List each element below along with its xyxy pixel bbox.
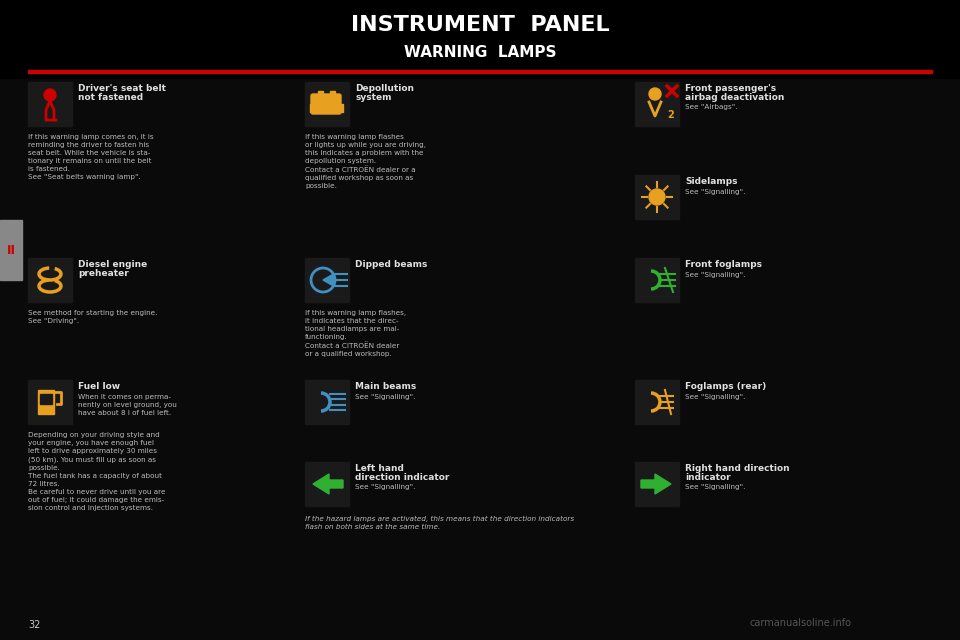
Text: preheater: preheater (78, 269, 129, 278)
Text: Sidelamps: Sidelamps (685, 177, 737, 186)
Bar (305, 380, 349, 424)
Circle shape (649, 88, 661, 100)
Text: If this warning lamp flashes,
it indicates that the direc-
tional headlamps are : If this warning lamp flashes, it indicat… (305, 310, 406, 357)
Bar (635, 380, 679, 424)
Text: Depending on your driving style and
your engine, you have enough fuel
left to dr: Depending on your driving style and your… (28, 432, 165, 511)
Polygon shape (641, 474, 671, 494)
Bar (318, 91, 323, 98)
Text: See "Signalling".: See "Signalling". (685, 272, 745, 278)
Bar (38, 390, 54, 414)
Bar (305, 462, 349, 506)
Circle shape (649, 189, 665, 205)
Text: INSTRUMENT  PANEL: INSTRUMENT PANEL (350, 15, 610, 35)
Text: See "Airbags".: See "Airbags". (685, 104, 737, 110)
Bar (305, 82, 349, 126)
Text: When it comes on perma-
nently on level ground, you
have about 8 l of fuel left.: When it comes on perma- nently on level … (78, 394, 177, 416)
Text: 32: 32 (28, 620, 40, 630)
Circle shape (44, 89, 56, 101)
Bar (339, 104, 343, 112)
Text: See "Signalling".: See "Signalling". (685, 189, 745, 195)
Text: Foglamps (rear): Foglamps (rear) (685, 382, 766, 391)
Bar (635, 82, 679, 126)
Polygon shape (313, 474, 343, 494)
Bar (635, 258, 679, 302)
Bar (305, 258, 349, 302)
Bar (28, 258, 72, 302)
Text: Main beams: Main beams (355, 382, 417, 391)
Text: airbag deactivation: airbag deactivation (685, 93, 784, 102)
Text: See "Signalling".: See "Signalling". (685, 394, 745, 400)
Text: Right hand direction: Right hand direction (685, 464, 790, 473)
Text: See "Signalling".: See "Signalling". (685, 484, 745, 490)
Bar (28, 380, 72, 424)
Bar (310, 104, 314, 112)
Text: See "Signalling".: See "Signalling". (355, 394, 416, 400)
Text: See "Signalling".: See "Signalling". (355, 484, 416, 490)
Text: Front foglamps: Front foglamps (685, 260, 762, 269)
Text: Dipped beams: Dipped beams (355, 260, 427, 269)
Bar (330, 91, 335, 98)
Text: not fastened: not fastened (78, 93, 143, 102)
Bar (635, 175, 679, 219)
Text: II: II (7, 243, 15, 257)
Text: See method for starting the engine.
See "Driving".: See method for starting the engine. See … (28, 310, 157, 324)
Text: indicator: indicator (685, 473, 731, 482)
Text: carmanualsoline.info: carmanualsoline.info (750, 618, 852, 628)
FancyBboxPatch shape (311, 94, 341, 114)
Text: If the hazard lamps are activated, this means that the direction indicators
flas: If the hazard lamps are activated, this … (305, 516, 574, 530)
Text: 2: 2 (667, 110, 674, 120)
Bar (28, 70, 932, 73)
Bar (0, 0, 960, 78)
Text: Left hand: Left hand (355, 464, 404, 473)
Bar (0, 220, 22, 280)
Text: Fuel low: Fuel low (78, 382, 120, 391)
Bar (635, 462, 679, 506)
Text: If this warning lamp flashes
or lights up while you are driving,
this indicates : If this warning lamp flashes or lights u… (305, 134, 426, 189)
Text: If this warning lamp comes on, it is
reminding the driver to fasten his
seat bel: If this warning lamp comes on, it is rem… (28, 134, 154, 180)
Wedge shape (323, 274, 335, 286)
Text: Front passenger's: Front passenger's (685, 84, 776, 93)
Bar (28, 82, 72, 126)
Text: Diesel engine: Diesel engine (78, 260, 147, 269)
Text: Depollution: Depollution (355, 84, 414, 93)
Text: WARNING  LAMPS: WARNING LAMPS (404, 45, 556, 60)
Text: Driver's seat belt: Driver's seat belt (78, 84, 166, 93)
Text: system: system (355, 93, 392, 102)
Text: direction indicator: direction indicator (355, 473, 449, 482)
Bar (40, 394, 52, 404)
